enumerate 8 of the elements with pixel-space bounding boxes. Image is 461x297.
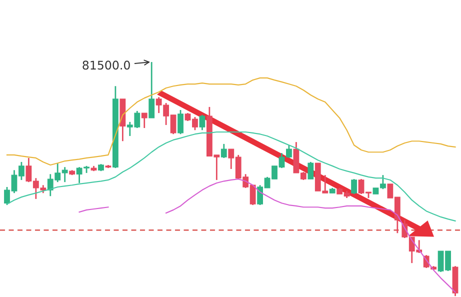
candlestick bbox=[308, 161, 314, 180]
candlestick bbox=[178, 109, 184, 135]
candlestick bbox=[351, 178, 357, 195]
candlestick bbox=[199, 114, 206, 131]
annotation: 81500.0 bbox=[82, 60, 130, 70]
candlestick bbox=[141, 112, 148, 129]
candlestick bbox=[220, 143, 227, 159]
candlestick bbox=[148, 61, 155, 119]
